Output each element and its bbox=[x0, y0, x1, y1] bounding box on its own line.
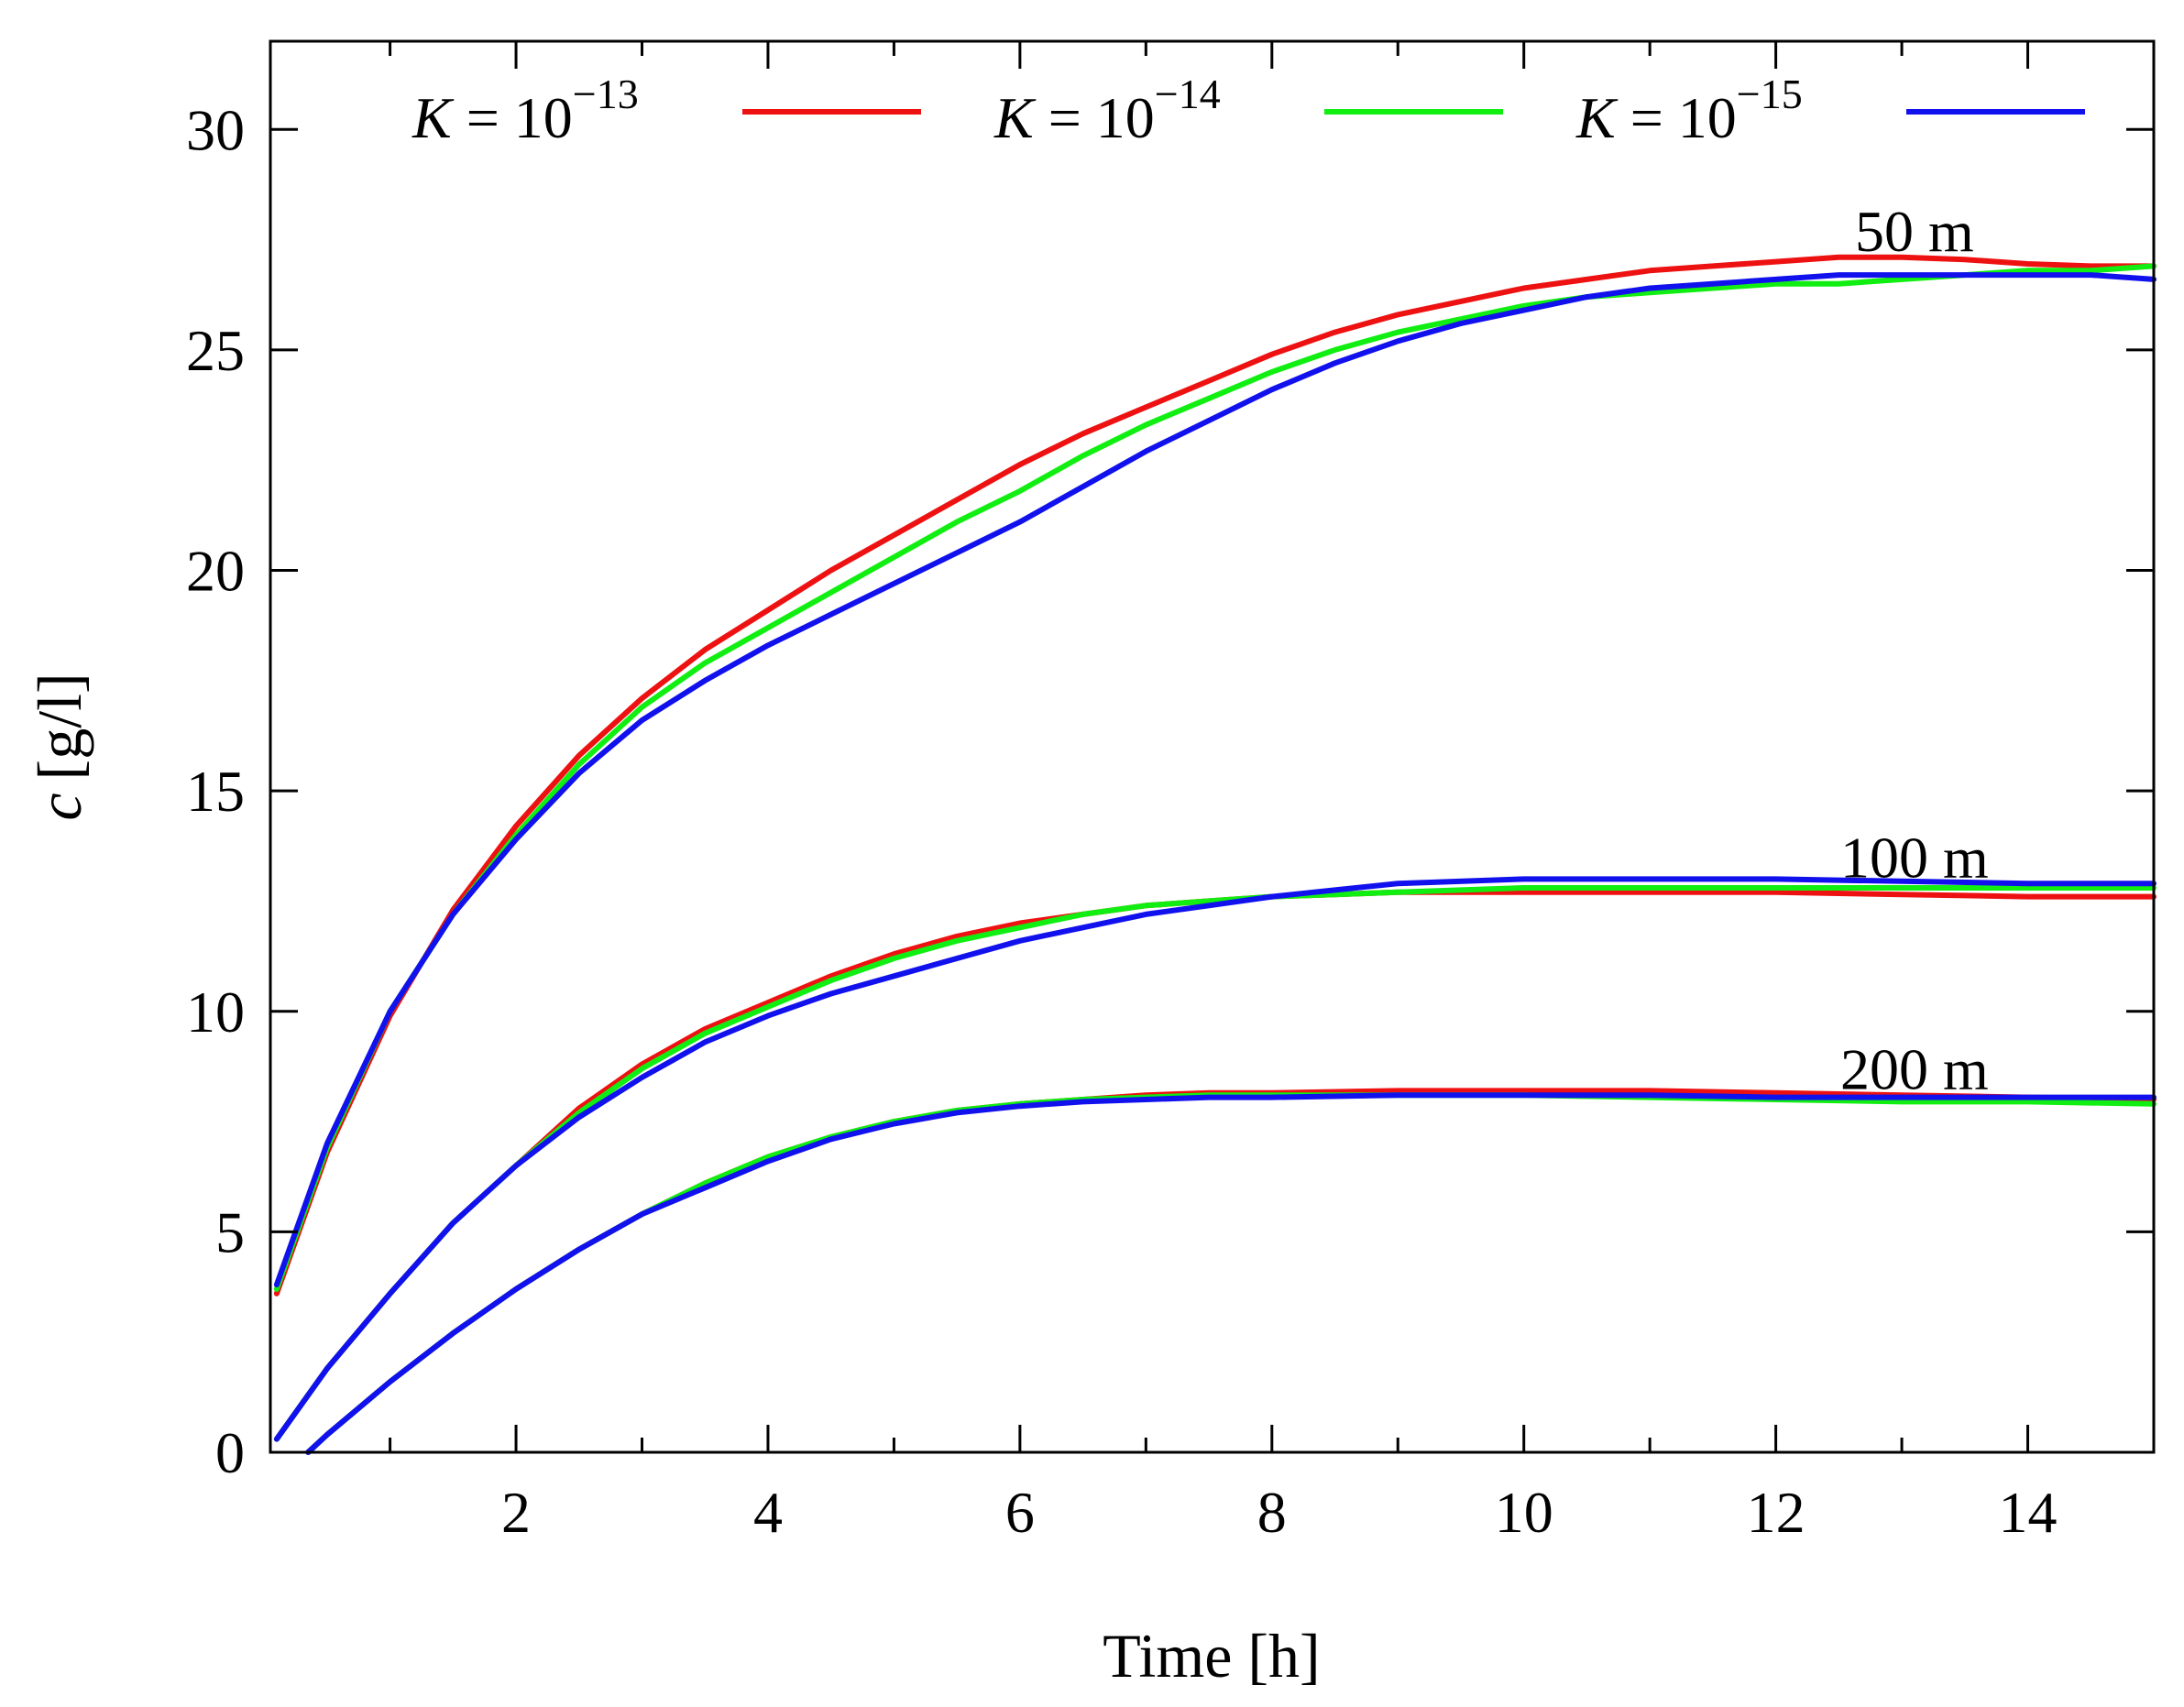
series-line-200m-k15 bbox=[305, 1092, 2157, 1455]
legend-label-k13: K = 10−13 bbox=[412, 71, 639, 150]
x-tick-label: 12 bbox=[1747, 1480, 1805, 1545]
y-tick-label: 30 bbox=[186, 97, 245, 162]
legend-label-k15: K = 10−15 bbox=[1575, 71, 1803, 150]
plot-frame bbox=[269, 39, 2156, 1454]
x-axis-title: Time [h] bbox=[1103, 1621, 1320, 1691]
legend-var: K bbox=[993, 85, 1037, 150]
curve-label: 200 m bbox=[1840, 1036, 1989, 1101]
series-line-50m-k13 bbox=[273, 254, 2157, 1297]
y-axis-variable: c bbox=[25, 793, 94, 820]
x-tick-label: 2 bbox=[501, 1480, 531, 1545]
y-tick-label: 25 bbox=[186, 318, 245, 383]
y-tick-label: 20 bbox=[186, 539, 245, 604]
x-tick-label: 6 bbox=[1005, 1480, 1035, 1545]
curve-label: 50 m bbox=[1855, 199, 1974, 264]
y-tick-label: 15 bbox=[186, 759, 245, 824]
series-line-100m-k13 bbox=[273, 889, 2157, 1442]
x-tick-label: 10 bbox=[1495, 1480, 1553, 1545]
y-tick-label: 5 bbox=[215, 1199, 245, 1264]
axis-ticks bbox=[270, 41, 2154, 1454]
series-line-50m-k15 bbox=[273, 272, 2157, 1288]
legend-label-k14: K = 10−14 bbox=[993, 71, 1221, 150]
legend-exponent: −14 bbox=[1155, 71, 1221, 117]
axis-tick-labels: 2 4 6 8 10 12 14 0 5 10 15 20 25 30 bbox=[186, 97, 2058, 1545]
x-tick-label: 8 bbox=[1257, 1480, 1287, 1545]
x-tick-label: 4 bbox=[753, 1480, 783, 1545]
legend-var: K bbox=[1575, 85, 1619, 150]
curve-annotations: 50 m 100 m 200 m bbox=[1840, 199, 1989, 1101]
legend-base: = 10 bbox=[1034, 85, 1155, 150]
legend: K = 10−13 K = 10−14 K = 10−15 bbox=[412, 71, 2085, 150]
y-tick-label: 10 bbox=[186, 979, 245, 1045]
legend-exponent: −15 bbox=[1737, 71, 1803, 117]
series-line-200m-k14 bbox=[305, 1092, 2157, 1455]
x-tick-label: 14 bbox=[1999, 1480, 2058, 1545]
series-line-100m-k14 bbox=[273, 885, 2157, 1442]
series-line-200m-k13 bbox=[305, 1088, 2157, 1455]
curve-label: 100 m bbox=[1840, 825, 1989, 890]
legend-base: = 10 bbox=[452, 85, 573, 150]
series-line-50m-k14 bbox=[273, 263, 2157, 1292]
legend-exponent: −13 bbox=[573, 71, 639, 117]
y-axis-title: c [g/l] bbox=[25, 673, 94, 820]
plot-curves bbox=[273, 254, 2157, 1455]
y-tick-label: 0 bbox=[215, 1420, 245, 1485]
y-axis-unit: [g/l] bbox=[25, 673, 94, 780]
legend-var: K bbox=[412, 85, 455, 150]
legend-base: = 10 bbox=[1616, 85, 1737, 150]
series-line-100m-k15 bbox=[273, 876, 2157, 1442]
